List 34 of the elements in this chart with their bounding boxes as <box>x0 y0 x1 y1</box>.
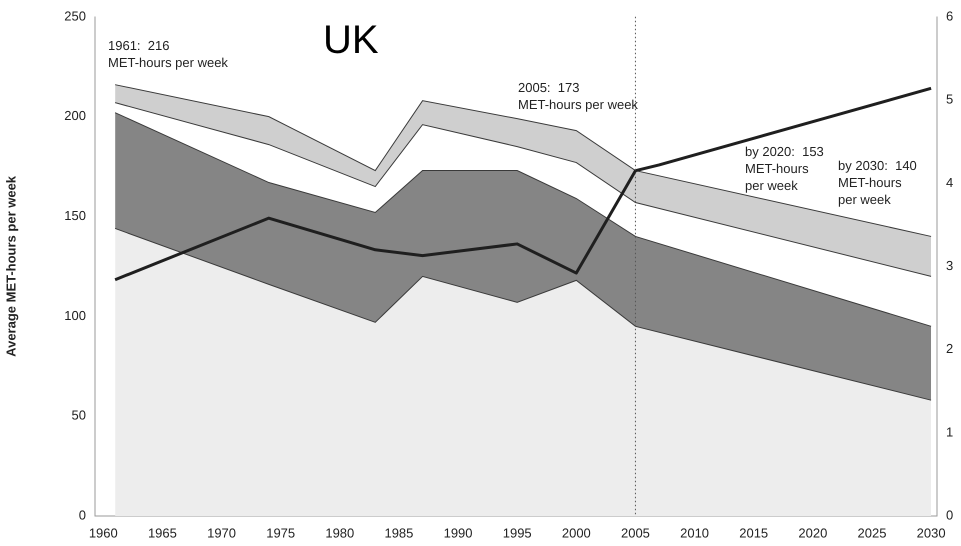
x-tick-label: 1985 <box>384 525 414 540</box>
annotation: 2005: 173 MET-hours per week <box>518 80 638 112</box>
y-tick-label: 150 <box>64 208 86 224</box>
x-tick-label: 2015 <box>739 525 768 540</box>
x-tick-label: 1990 <box>444 525 473 540</box>
x-tick-label: 1965 <box>148 525 177 540</box>
annotation: 1961: 216 MET-hours per week <box>108 38 228 70</box>
x-tick-label: 1995 <box>502 525 532 540</box>
y-tick-label: 200 <box>64 108 86 124</box>
x-tick-label: 1960 <box>88 525 118 540</box>
x-tick-label: 2005 <box>620 525 650 540</box>
y2-tick-label: 6 <box>946 8 954 24</box>
x-tick-label: 2020 <box>798 525 828 540</box>
y-axis-title: Average MET-hours per week <box>3 175 18 357</box>
x-tick-label: 2000 <box>562 525 591 540</box>
x-tick-label: 2010 <box>680 525 710 540</box>
x-tick-label: 1975 <box>266 525 296 540</box>
annotation: by 2030: 140 MET-hours per week <box>838 158 917 208</box>
chart-title: UK <box>323 18 379 62</box>
y2-tick-label: 0 <box>946 508 954 523</box>
y2-tick-label: 2 <box>946 341 954 356</box>
y-tick-label: 0 <box>78 508 86 523</box>
y-tick-label: 50 <box>72 408 86 423</box>
x-tick-label: 2025 <box>857 525 886 540</box>
y2-tick-label: 4 <box>946 174 954 190</box>
y-tick-label: 250 <box>64 8 86 24</box>
x-tick-label: 1970 <box>207 525 236 540</box>
y-tick-label: 100 <box>64 308 86 323</box>
y2-tick-label: 5 <box>946 92 954 107</box>
annotation: by 2020: 153 MET-hours per week <box>745 144 824 194</box>
x-tick-label: 1980 <box>325 525 354 540</box>
x-tick-label: 2030 <box>916 525 946 540</box>
y2-tick-label: 1 <box>946 424 954 440</box>
y2-tick-label: 3 <box>946 258 954 273</box>
